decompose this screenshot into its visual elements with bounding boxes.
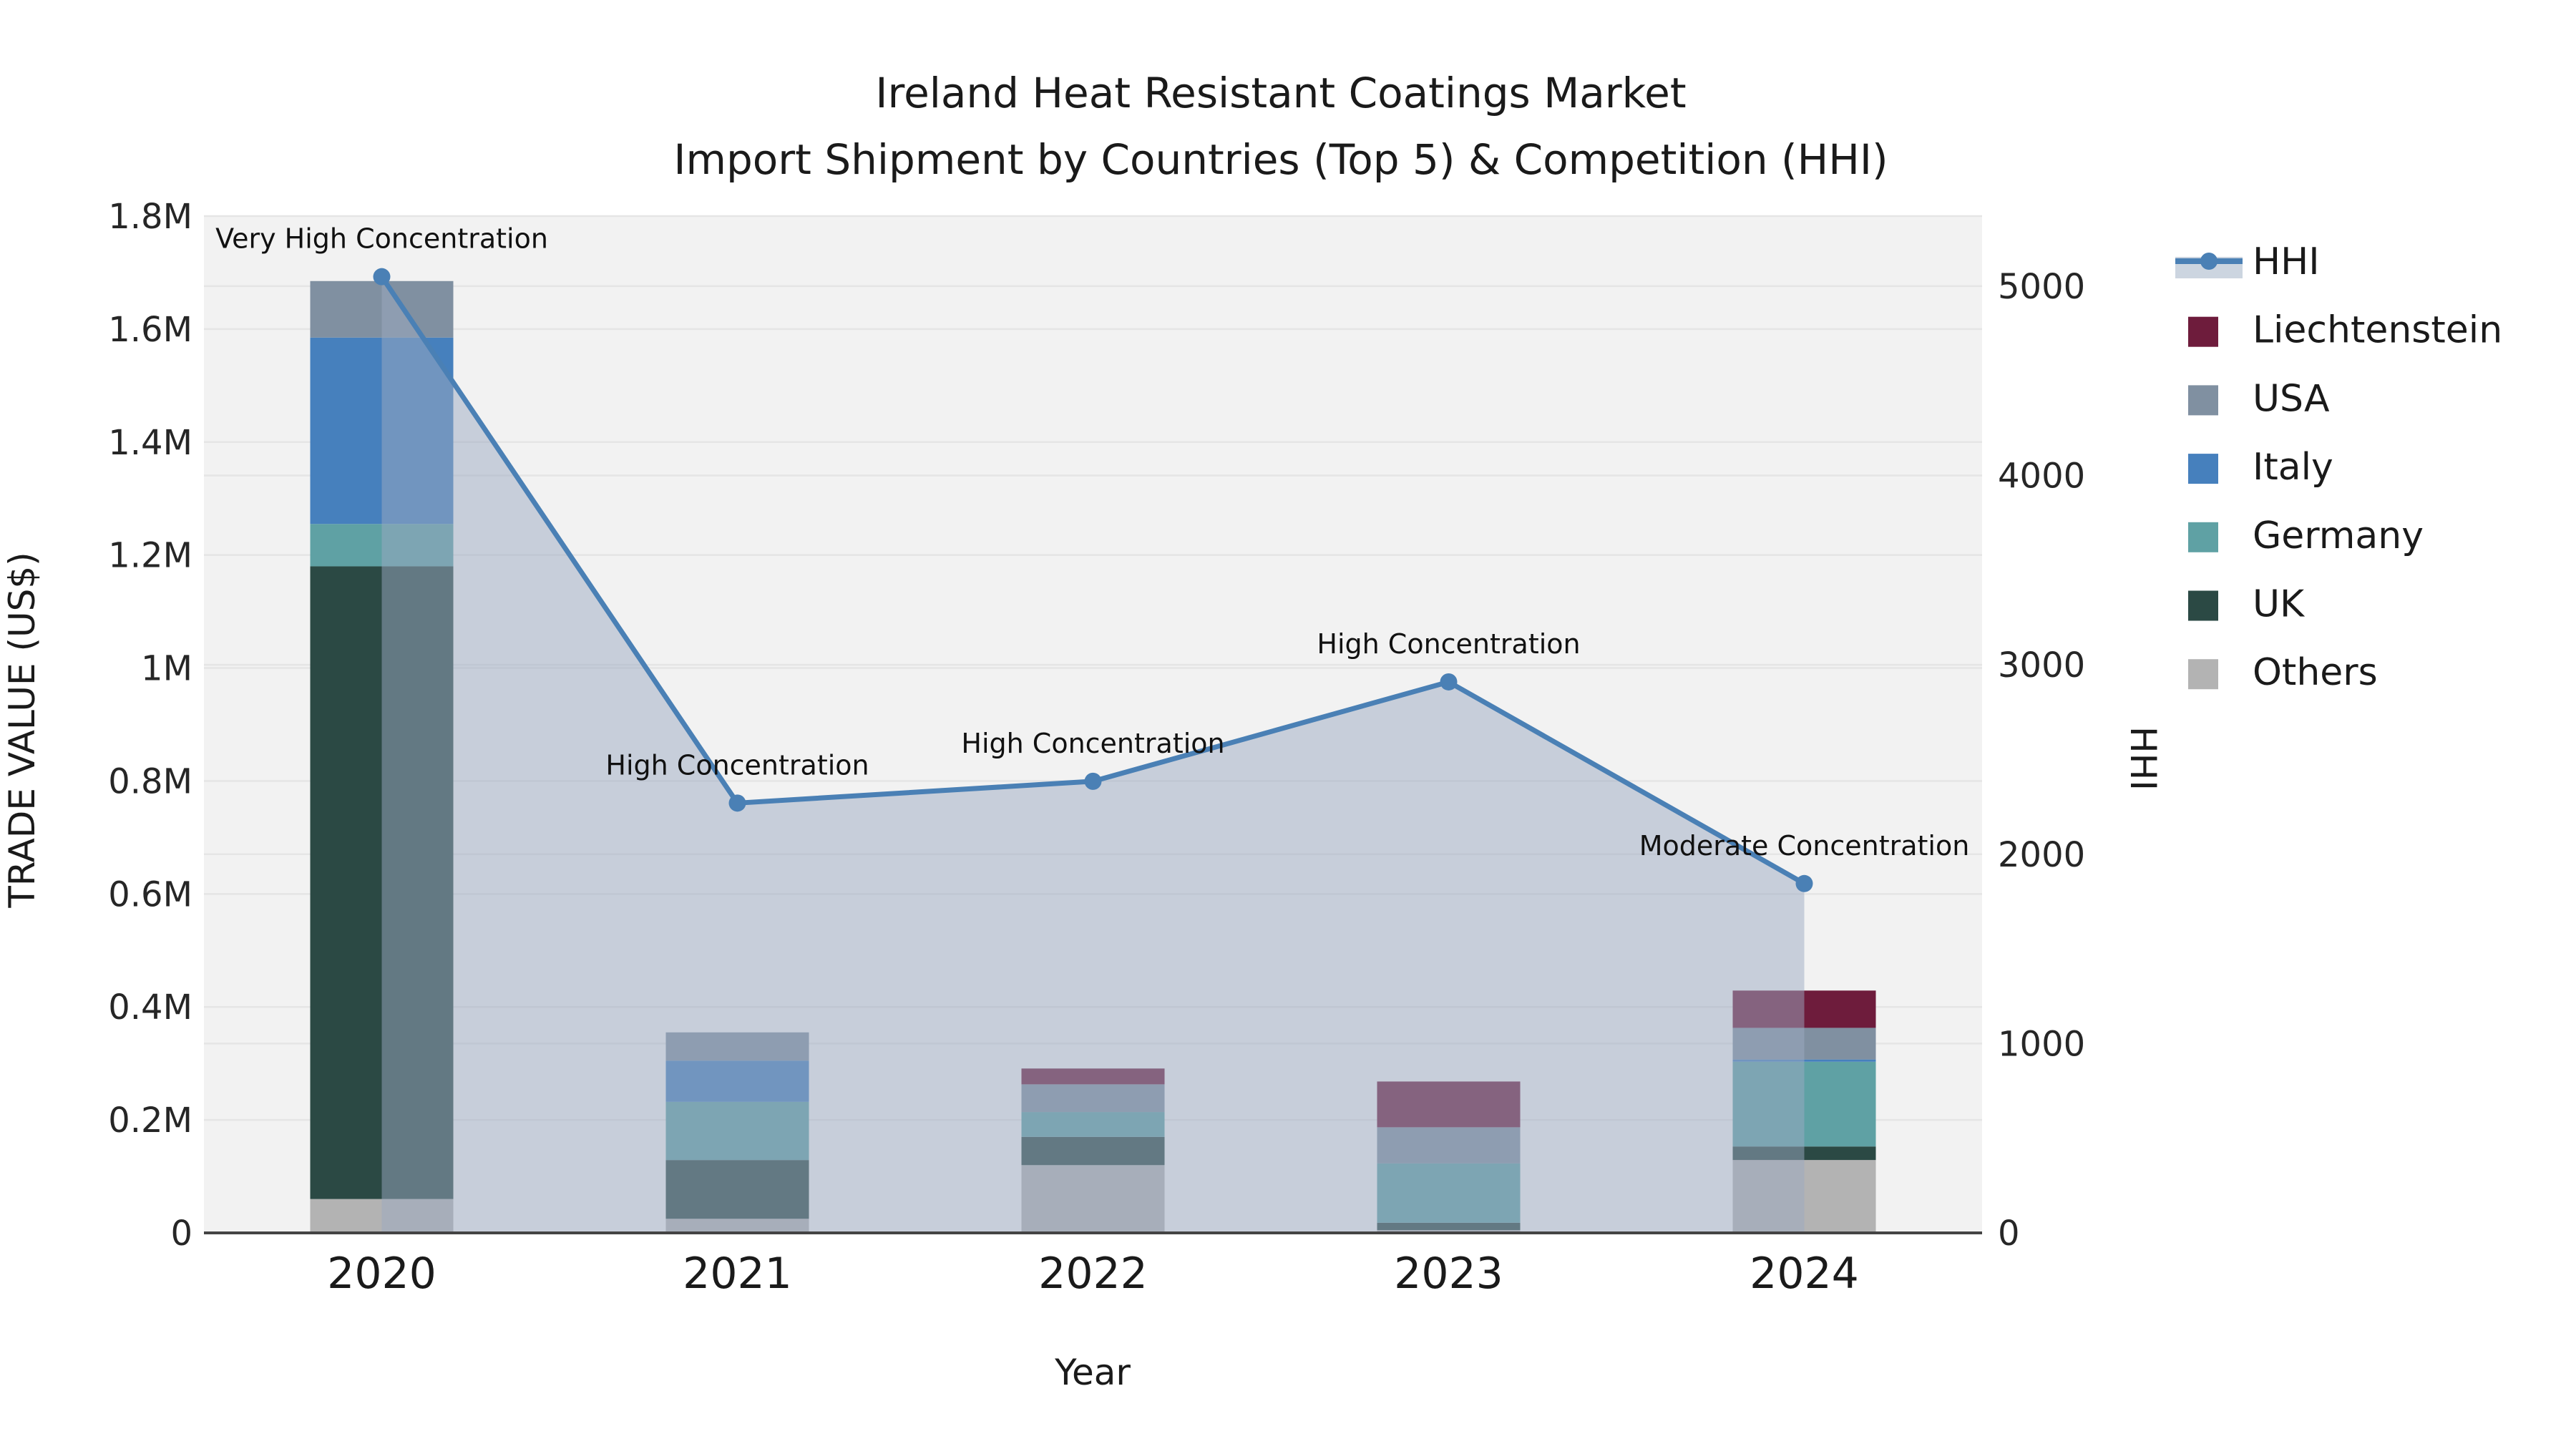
y-right-tick-1000: 1000 [1998,1024,2085,1064]
annotation-2024: Moderate Concentration [1639,830,1970,862]
legend-label-liechtenstein: Liechtenstein [2253,309,2502,352]
legend-item-germany: Germany [2188,514,2424,557]
x-tick-2020: 2020 [327,1249,436,1299]
legend-item-hhi: HHI [2175,240,2320,283]
chart-title-line1: Ireland Heat Resistant Coatings Market [875,69,1686,117]
legend-item-italy: Italy [2188,446,2333,489]
legend-label-usa: USA [2253,377,2330,420]
y-axis-label-right: HHI [2122,726,2164,791]
hhi-marker-2024 [1795,874,1813,892]
legend-item-usa: USA [2188,377,2330,420]
y-left-tick-0.2M: 0.2M [108,1101,192,1141]
y-left-tick-1.2M: 1.2M [108,536,192,576]
x-tick-2024: 2024 [1750,1249,1859,1299]
hhi-marker-2022 [1084,772,1102,790]
hhi-marker-2021 [728,794,746,812]
legend-swatch-italy [2188,454,2218,484]
plot-area: Very High Concentration High Concentratio… [108,197,2085,1299]
legend-label-italy: Italy [2253,446,2333,489]
annotation-2021: High Concentration [605,749,869,781]
x-axis-label: Year [1054,1352,1131,1393]
legend: HHI Liechtenstein USA Italy Germany UK Others [2175,240,2502,694]
legend-hhi-marker [2200,253,2218,270]
annotation-2023: High Concentration [1317,628,1580,660]
hhi-area-fill [381,276,1805,1233]
y-left-tick-0: 0 [170,1214,192,1254]
y-right-tick-3000: 3000 [1998,645,2085,686]
y-right-tick-2000: 2000 [1998,835,2085,875]
y-left-tick-1.8M: 1.8M [108,197,192,237]
x-tick-2023: 2023 [1394,1249,1503,1299]
hhi-marker-2020 [373,268,391,286]
legend-swatch-uk [2188,590,2218,621]
annotation-2020: Very High Concentration [215,223,548,255]
x-tick-2021: 2021 [683,1249,792,1299]
y-left-tick-0.4M: 0.4M [108,987,192,1028]
y-left-tick-0.8M: 0.8M [108,761,192,801]
legend-label-uk: UK [2253,583,2306,626]
legend-swatch-others [2188,659,2218,690]
y-left-tick-0.6M: 0.6M [108,874,192,914]
y-right-tick-5000: 5000 [1998,267,2085,307]
y-left-tick-1.4M: 1.4M [108,423,192,463]
y-right-tick-4000: 4000 [1998,457,2085,497]
legend-swatch-usa [2188,385,2218,416]
x-tick-2022: 2022 [1038,1249,1148,1299]
legend-label-germany: Germany [2253,514,2424,557]
legend-item-liechtenstein: Liechtenstein [2188,309,2502,352]
legend-label-hhi: HHI [2253,240,2320,283]
legend-label-others: Others [2253,651,2378,694]
y-left-tick-1.6M: 1.6M [108,310,192,350]
legend-swatch-germany [2188,522,2218,552]
chart-title-line2: Import Shipment by Countries (Top 5) & C… [673,135,1888,184]
legend-item-others: Others [2188,651,2378,694]
y-left-tick-1M: 1M [141,649,192,689]
y-axis-label-left: TRADE VALUE (US$) [1,552,43,908]
legend-item-uk: UK [2188,583,2306,626]
legend-swatch-liechtenstein [2188,316,2218,347]
annotation-2022: High Concentration [961,728,1224,759]
y-right-tick-0: 0 [1998,1214,2020,1254]
hhi-marker-2023 [1440,673,1458,691]
